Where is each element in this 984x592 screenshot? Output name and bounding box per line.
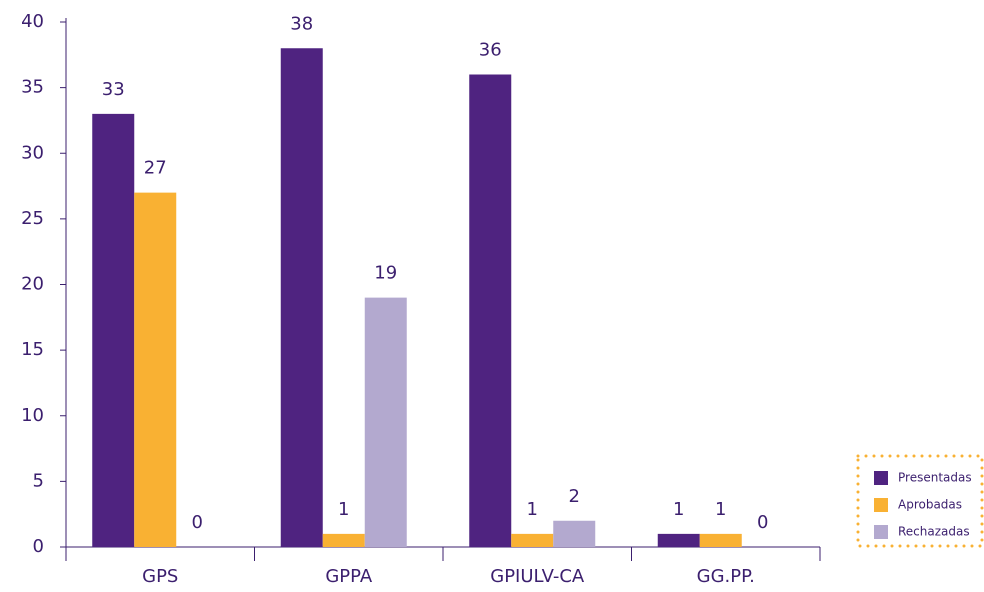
x-tick-label: GPS: [142, 566, 178, 587]
bar: [364, 297, 407, 547]
value-label: 0: [757, 512, 768, 533]
legend-swatch: [874, 498, 888, 512]
x-tick-label: GG.PP.: [697, 566, 755, 587]
y-tick-label: 30: [21, 142, 44, 163]
bar: [280, 48, 323, 547]
value-label: 1: [715, 499, 726, 520]
value-label: 38: [290, 13, 313, 34]
y-tick-label: 10: [21, 405, 44, 426]
value-label: 1: [527, 499, 538, 520]
bar: [322, 533, 365, 547]
y-tick-label: 15: [21, 339, 44, 360]
legend-box: [856, 454, 984, 548]
legend-label: Aprobadas: [898, 498, 962, 512]
y-tick-label: 5: [33, 470, 44, 491]
y-tick-label: 40: [21, 11, 44, 32]
legend-swatch: [874, 471, 888, 485]
value-label: 27: [144, 158, 167, 179]
bar: [134, 192, 177, 547]
y-tick-label: 25: [21, 208, 44, 229]
value-label: 1: [338, 499, 349, 520]
bar: [699, 533, 742, 547]
bar: [469, 74, 512, 547]
y-tick-label: 35: [21, 77, 44, 98]
bar: [553, 520, 596, 547]
legend-label: Presentadas: [898, 471, 972, 485]
value-label: 19: [374, 263, 397, 284]
bar: [92, 113, 135, 547]
legend-label: Rechazadas: [898, 525, 970, 539]
value-label: 2: [569, 486, 580, 507]
value-label: 36: [479, 40, 502, 61]
x-tick-label: GPPA: [325, 566, 373, 587]
value-label: 33: [102, 79, 125, 100]
value-label: 0: [192, 512, 203, 533]
value-label: 1: [673, 499, 684, 520]
bar: [511, 533, 554, 547]
y-tick-label: 20: [21, 274, 44, 295]
legend-swatch: [874, 525, 888, 539]
y-tick-label: 0: [33, 536, 44, 557]
bar: [657, 533, 700, 547]
x-tick-label: GPIULV-CA: [490, 566, 585, 587]
